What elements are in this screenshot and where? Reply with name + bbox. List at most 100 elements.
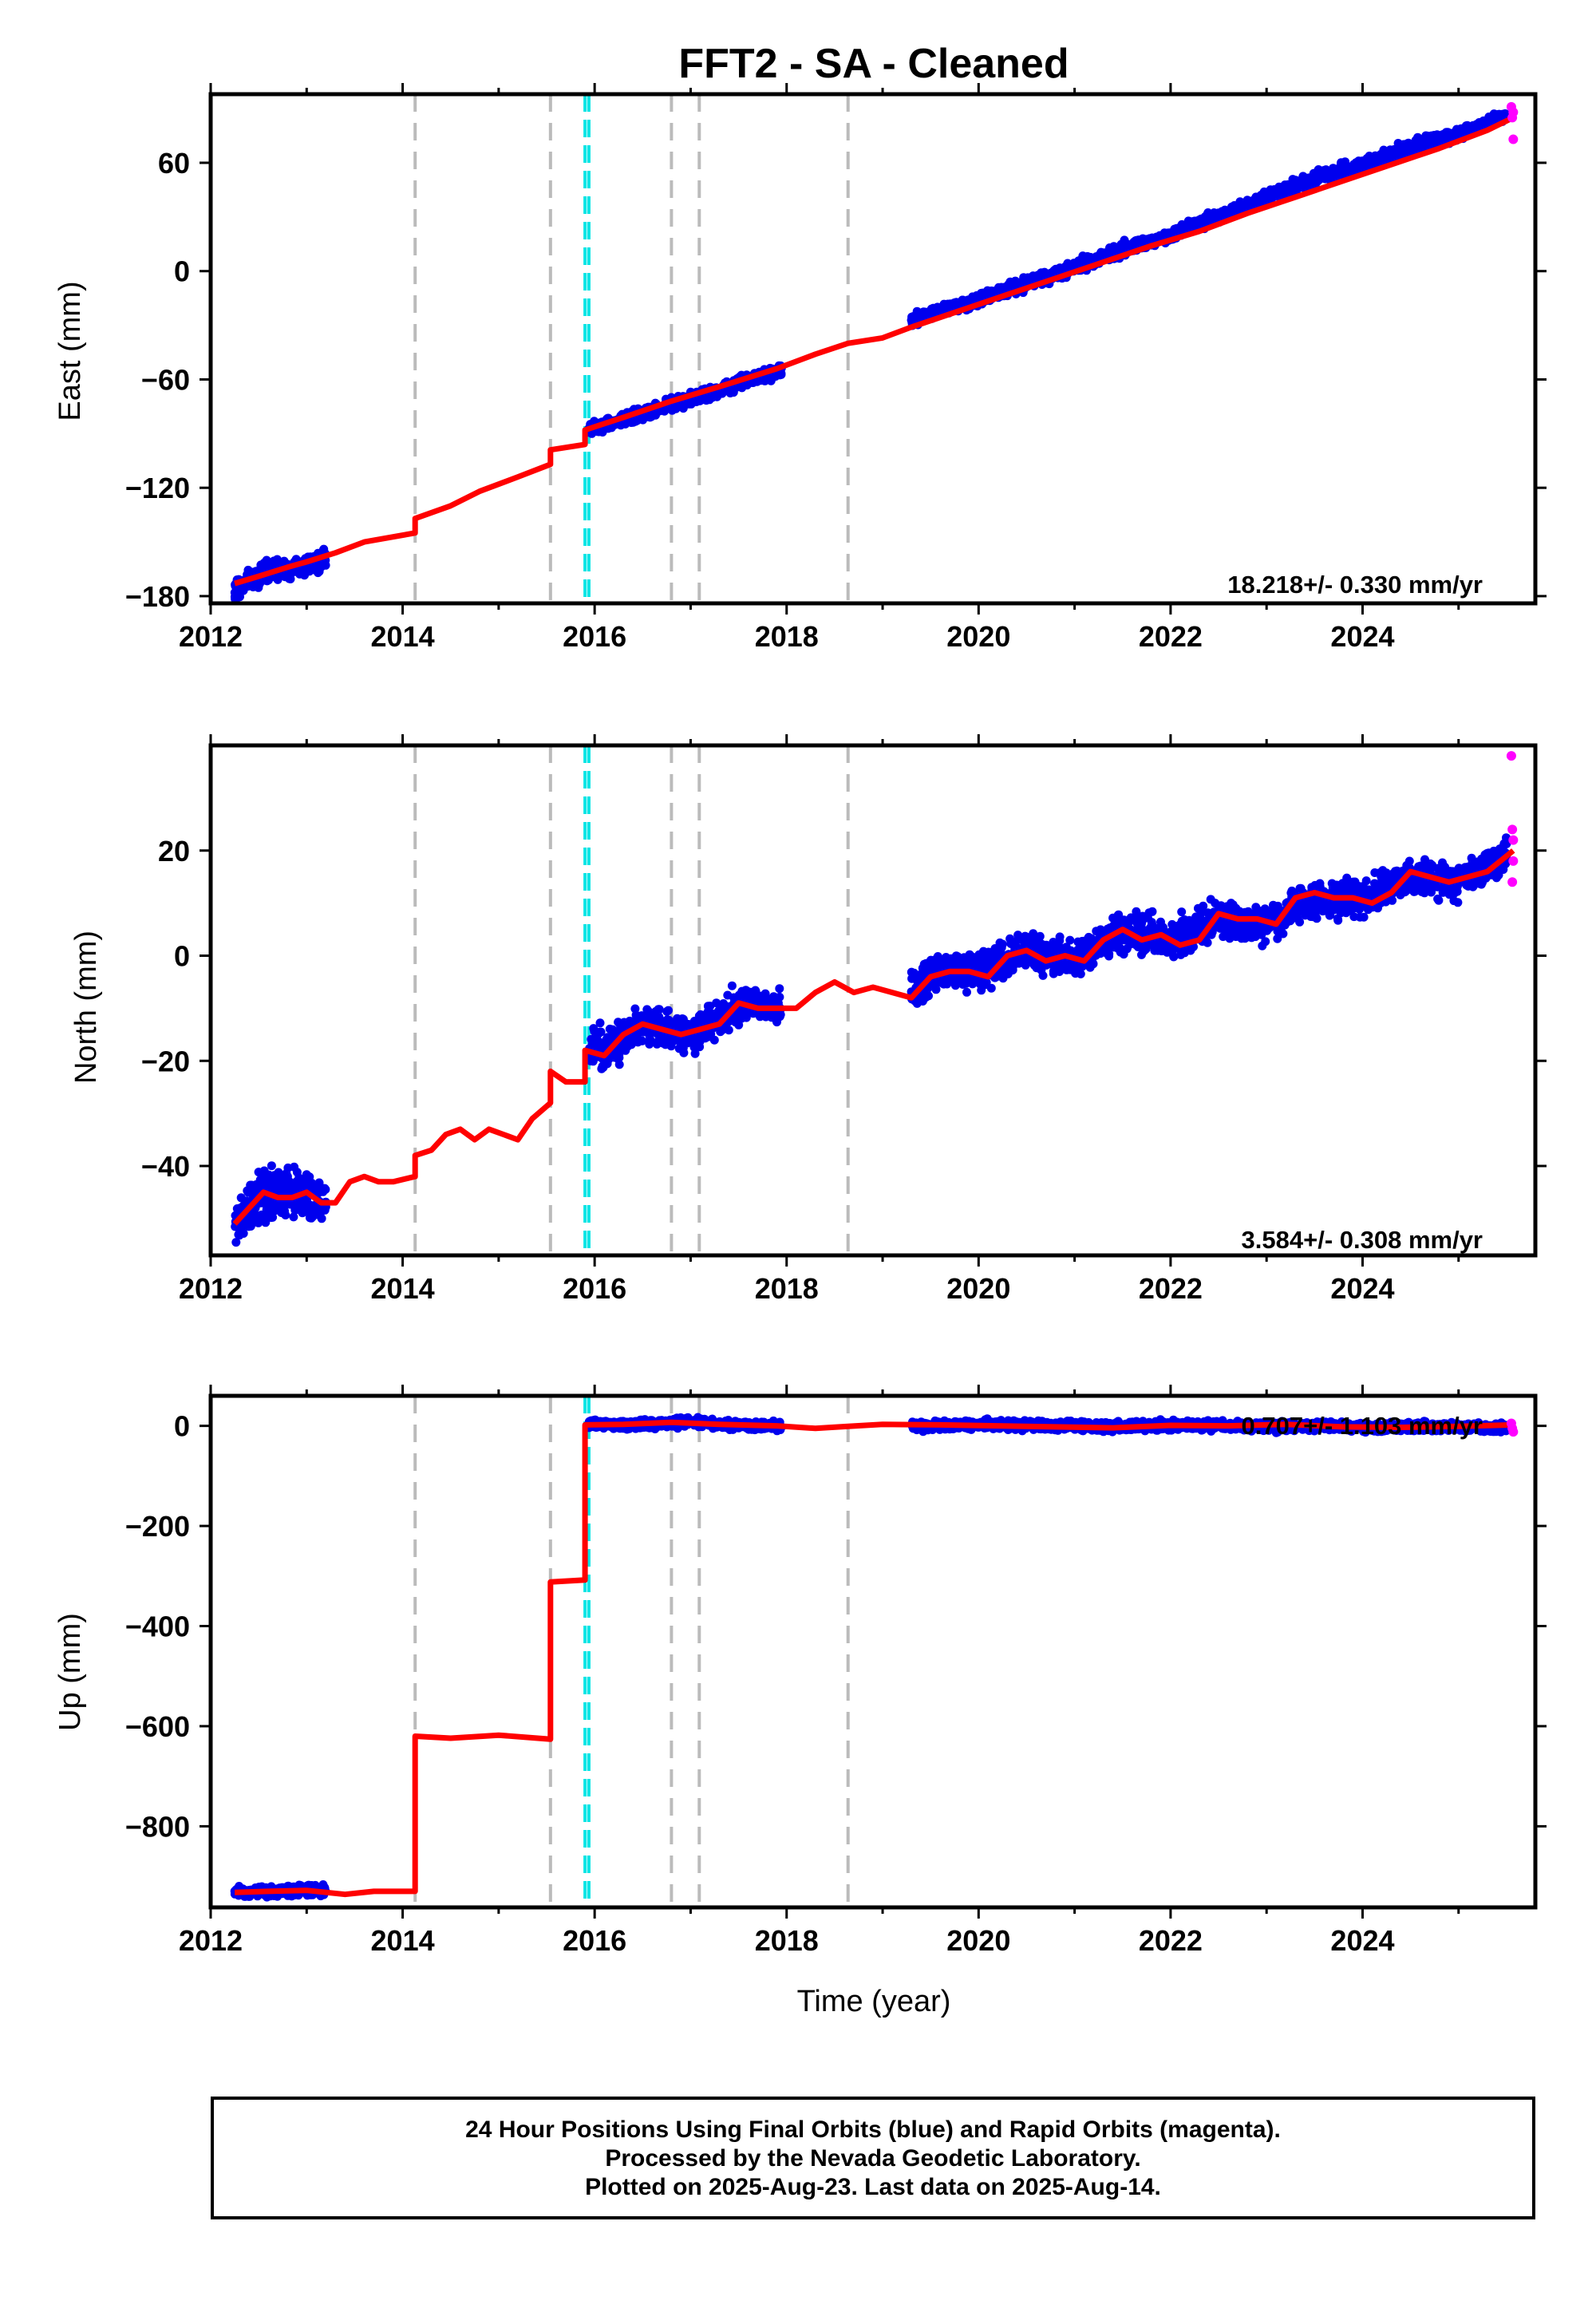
- north-final-point: [704, 1030, 713, 1039]
- north-final-point: [1349, 912, 1359, 922]
- north-ytick-label: 0: [174, 940, 190, 973]
- east-final-point: [1298, 179, 1307, 188]
- east-frame: [208, 92, 1538, 606]
- north-final-point: [679, 1048, 689, 1057]
- north-final-point: [259, 1166, 269, 1176]
- east-final-point: [960, 298, 970, 307]
- east-final-point: [1428, 135, 1437, 144]
- east-final-point: [1375, 156, 1385, 166]
- east-xtick-label: 2020: [946, 620, 1010, 653]
- north-final-point: [745, 994, 755, 1004]
- east-final-point: [1454, 126, 1464, 136]
- east-final-point: [928, 304, 938, 314]
- north-final-point: [1005, 934, 1015, 943]
- east-final-point: [1340, 165, 1349, 175]
- north-final-point: [248, 1212, 258, 1221]
- north-xtick-label: 2020: [946, 1272, 1010, 1305]
- east-ylabel: East (mm): [53, 281, 87, 421]
- east-final-point: [1267, 193, 1277, 203]
- east-final-point: [1282, 184, 1291, 194]
- north-final-point: [289, 1212, 298, 1222]
- east-final-point: [1266, 186, 1276, 196]
- north-final-point: [741, 1013, 751, 1022]
- east-final-point: [1115, 245, 1124, 255]
- north-final-point: [261, 1218, 271, 1227]
- north-final-point: [724, 1026, 733, 1035]
- north-final-point: [1132, 907, 1141, 916]
- east-final-point: [922, 310, 932, 320]
- north-final-point: [299, 1199, 309, 1209]
- north-final-point: [292, 1168, 302, 1177]
- north-final-point: [1206, 895, 1215, 904]
- north-final-point: [1199, 901, 1208, 911]
- east-ytick-label: 0: [174, 255, 190, 288]
- east-xtick-label: 2016: [563, 620, 626, 653]
- north-final-point: [664, 1006, 673, 1015]
- east-xtick-label: 2012: [179, 620, 243, 653]
- east-final-point: [978, 292, 987, 302]
- north-final-point: [255, 1175, 265, 1184]
- north-final-point: [727, 981, 737, 990]
- north-xtick-label: 2012: [179, 1272, 243, 1305]
- north-final-point: [729, 1017, 739, 1026]
- north-final-point: [677, 1015, 686, 1025]
- east-ytick-label: 60: [158, 147, 190, 180]
- east-final-point: [1470, 122, 1479, 132]
- north-final-point: [1370, 868, 1380, 877]
- east-xtick-label: 2022: [1139, 620, 1203, 653]
- north-final-point: [690, 1049, 700, 1058]
- north-xtick-label: 2016: [563, 1272, 626, 1305]
- east-final-point: [317, 562, 326, 571]
- east-final-point: [1037, 271, 1046, 281]
- north-final-point: [631, 1010, 641, 1020]
- north-xtick-label: 2024: [1330, 1272, 1394, 1305]
- north-final-point: [614, 1053, 624, 1062]
- north-final-point: [694, 1033, 704, 1042]
- north-final-point: [645, 1007, 654, 1017]
- east-rapid-point: [1508, 134, 1519, 144]
- east-final-point: [907, 315, 916, 325]
- north-final-point: [310, 1208, 319, 1218]
- north-final-point: [1148, 907, 1157, 916]
- north-final-point: [626, 1037, 635, 1047]
- north-final-point: [699, 1010, 709, 1020]
- east-final-point: [1141, 235, 1151, 244]
- east-final-point: [262, 555, 271, 565]
- east-final-point: [1092, 254, 1102, 263]
- north-final-point: [618, 1042, 628, 1052]
- east-final-point: [1397, 143, 1407, 152]
- north-final-point: [1295, 917, 1305, 927]
- north-final-point: [274, 1168, 283, 1177]
- north-ytick-label: −40: [141, 1150, 190, 1183]
- east-xtick-label: 2018: [755, 620, 819, 653]
- north-final-point: [595, 1018, 605, 1028]
- north-final-point: [760, 996, 769, 1006]
- north-final-point: [772, 1018, 781, 1027]
- north-final-point: [236, 1193, 246, 1203]
- north-final-point: [666, 1041, 676, 1051]
- north-final-point: [275, 1198, 285, 1207]
- east-final-point: [1199, 218, 1208, 227]
- north-final-point: [587, 1056, 596, 1065]
- north-final-point: [683, 1038, 693, 1048]
- east-final-point: [1404, 142, 1414, 152]
- north-xtick-label: 2018: [755, 1272, 819, 1305]
- east-final-point: [1242, 199, 1250, 208]
- east-model-line: [234, 115, 1515, 587]
- north-final-point: [234, 1230, 243, 1239]
- north-final-point: [313, 1183, 322, 1192]
- east-plot-area: [230, 94, 1519, 603]
- east-final-point: [1414, 144, 1424, 153]
- north-final-point: [654, 1013, 663, 1022]
- north-final-point: [282, 1172, 292, 1181]
- north-final-point: [646, 1034, 654, 1044]
- north-ytick-label: −20: [141, 1045, 190, 1077]
- east-final-point: [1029, 274, 1038, 283]
- north-final-point: [658, 1038, 668, 1048]
- north-final-point: [267, 1213, 276, 1223]
- east-xtick-label: 2024: [1330, 620, 1394, 653]
- east-xtick-label: 2014: [371, 620, 435, 653]
